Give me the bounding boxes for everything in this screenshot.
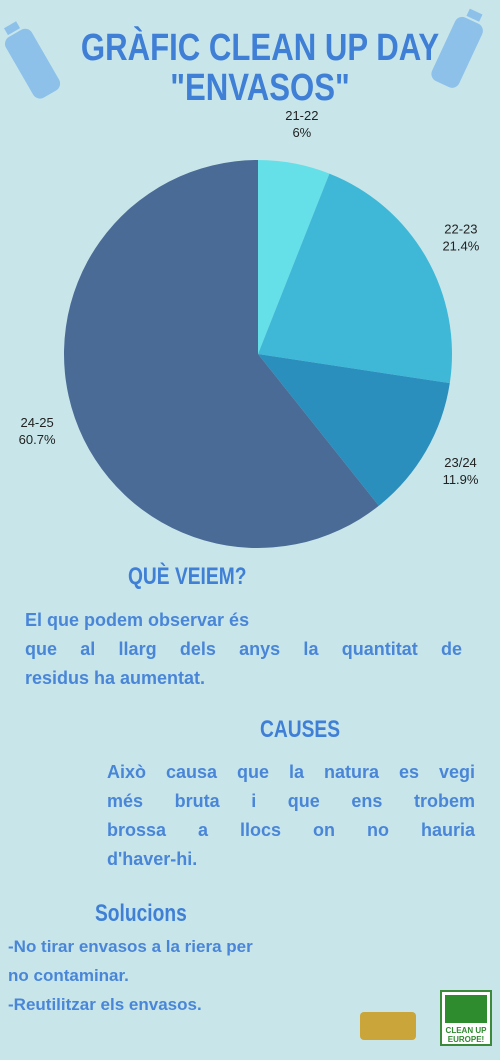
paragraph: El que podem observar és que al llarg de… [25,606,462,693]
heading: CAUSES [260,716,341,743]
heading: QUÈ VEIEM? [128,563,247,590]
heading: Solucions [95,900,187,927]
text-line: més bruta i que ens trobem [107,791,475,811]
pie-slice [258,160,330,354]
bottle-icon [3,21,61,99]
chart-title: GRÀFIC CLEAN UP DAY [81,25,439,69]
text-line: -No tirar envasos a la riera per [8,937,253,956]
text-line: brossa a llocs on no hauria [107,820,475,840]
text-line: d'haver-hi. [107,849,198,869]
slice-label: 22-23 [444,221,477,236]
bottle-icon [431,8,483,88]
school-logo [360,1012,416,1040]
text-line: Això causa que la natura es vegi [107,762,475,782]
value-label: 60.7% [19,432,56,447]
text-line: que al llarg dels anys la quantitat de [25,639,462,659]
pie-slice [63,160,379,548]
text-line: El que podem observar és [25,610,250,630]
pie-slice [258,354,450,506]
value-label: 6% [292,125,311,140]
paragraph: -No tirar envasos a la riera per no cont… [8,932,328,1019]
text-line: residus ha aumentat. [25,668,206,688]
paragraph: Això causa que la natura es vegi més bru… [107,758,475,874]
pie-slice [258,173,452,384]
value-label: 11.9% [443,472,479,487]
slice-label: 24-25 [20,415,53,430]
text-line: no contaminar. [8,966,129,985]
cleanup-logo: CLEAN UP EUROPE! [440,990,492,1046]
slice-label: 23/24 [444,455,477,470]
chart-title: "ENVASOS" [170,67,350,109]
logo-text: CLEAN UP EUROPE! [445,1026,487,1044]
slice-label: 21-22 [285,108,318,123]
text-line: -Reutilitzar els envasos. [8,995,202,1014]
value-label: 21.4% [442,238,479,253]
